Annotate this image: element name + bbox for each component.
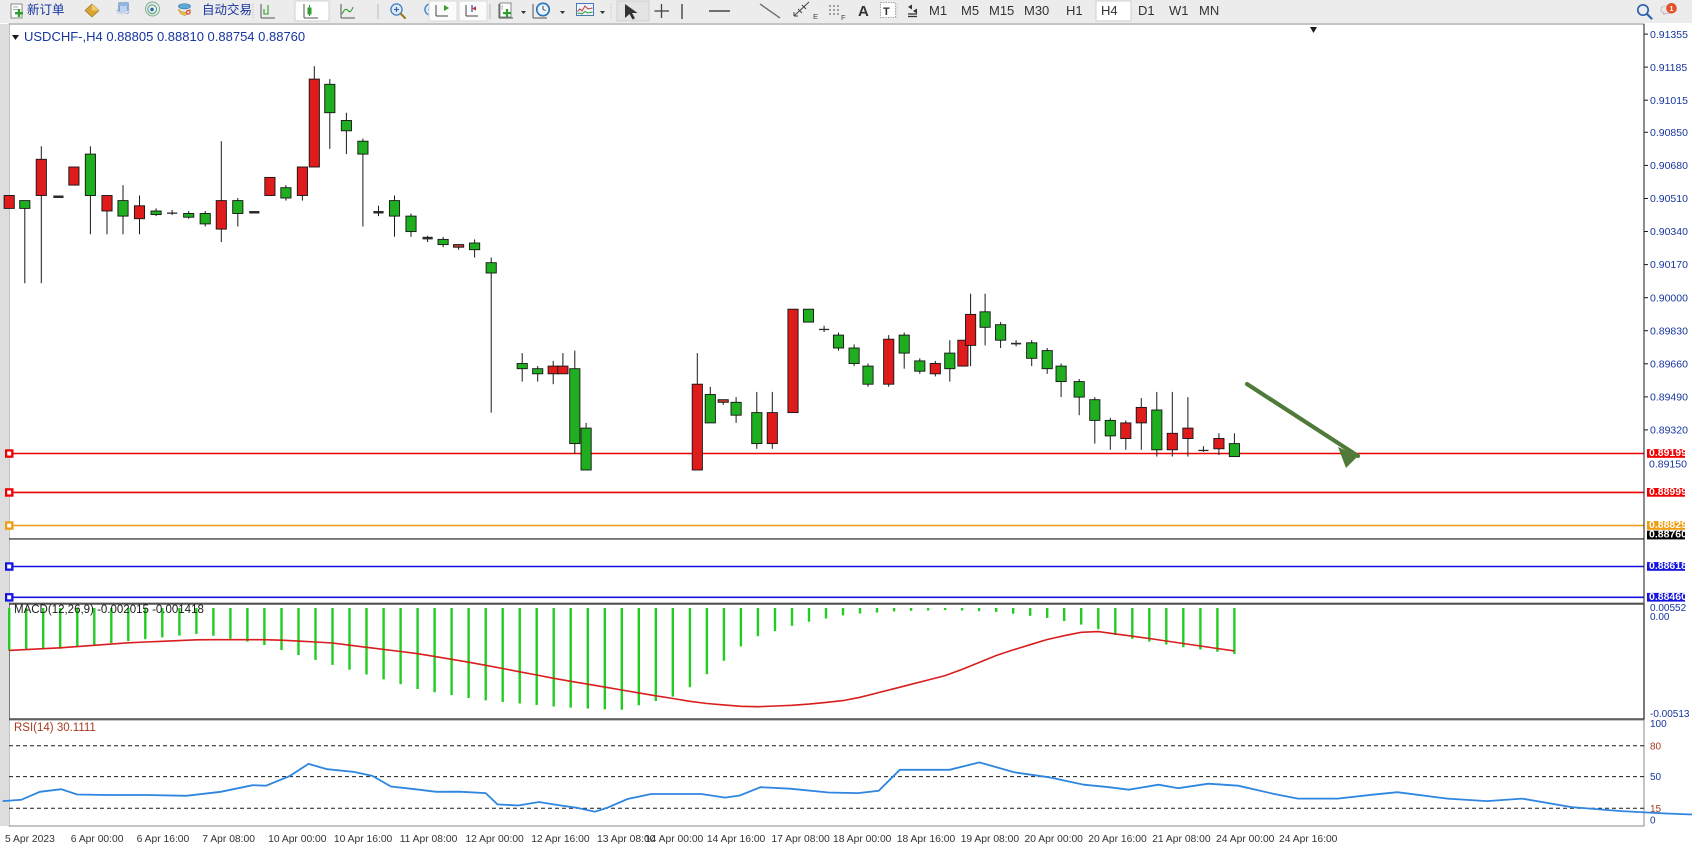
svg-text:D1: D1 xyxy=(1138,3,1155,18)
svg-text:自动交易: 自动交易 xyxy=(202,2,252,17)
svg-text:F: F xyxy=(841,13,846,22)
svg-text:1: 1 xyxy=(1669,4,1673,13)
svg-text:H4: H4 xyxy=(1101,3,1118,18)
svg-text:A: A xyxy=(858,3,869,20)
svg-text:新订单: 新订单 xyxy=(27,2,65,17)
svg-text:M5: M5 xyxy=(961,3,979,18)
svg-text:E: E xyxy=(813,12,818,21)
svg-text:M1: M1 xyxy=(929,3,947,18)
svg-text:W1: W1 xyxy=(1169,3,1189,18)
svg-text:M30: M30 xyxy=(1024,3,1049,18)
svg-text:MN: MN xyxy=(1199,3,1219,18)
svg-text:H1: H1 xyxy=(1066,3,1083,18)
svg-text:M15: M15 xyxy=(989,3,1014,18)
svg-text:T: T xyxy=(883,6,890,18)
